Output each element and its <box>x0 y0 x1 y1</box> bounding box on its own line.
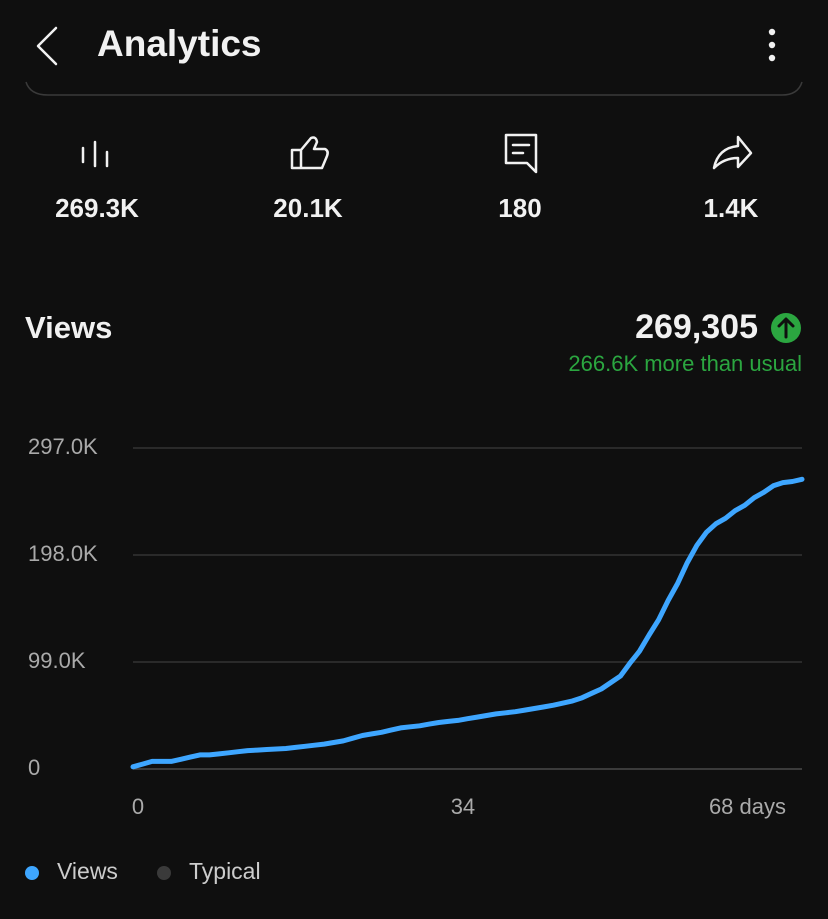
stat-value: 180 <box>498 193 541 223</box>
back-button[interactable] <box>36 26 58 66</box>
comments-icon <box>504 133 538 174</box>
legend-label: Typical <box>189 858 261 884</box>
stat-value: 1.4K <box>704 193 759 223</box>
views-total: 269,305 <box>635 308 758 346</box>
more-menu[interactable] <box>768 28 776 62</box>
y-tick-label: 198.0K <box>28 541 98 566</box>
y-tick-label: 297.0K <box>28 434 98 459</box>
x-tick-label: 68 days <box>709 794 786 819</box>
views-line <box>130 476 805 770</box>
stat-value: 269.3K <box>55 193 139 223</box>
up-arrow <box>777 317 795 339</box>
legend-swatch <box>157 866 171 880</box>
likes-icon <box>290 136 329 170</box>
legend-swatch <box>25 866 39 880</box>
y-tick-label: 99.0K <box>28 648 86 673</box>
stat-value: 20.1K <box>273 193 343 223</box>
legend-label: Views <box>57 858 118 884</box>
views-note: 266.6K more than usual <box>568 351 802 376</box>
shares-icon <box>712 135 753 170</box>
x-tick-label: 34 <box>451 794 475 819</box>
views-label: Views <box>25 310 112 345</box>
x-tick-label: 0 <box>132 794 144 819</box>
card-edge <box>25 81 803 96</box>
y-tick-label: 0 <box>28 755 40 780</box>
views-icon <box>81 140 109 168</box>
page-title: Analytics <box>97 23 262 64</box>
